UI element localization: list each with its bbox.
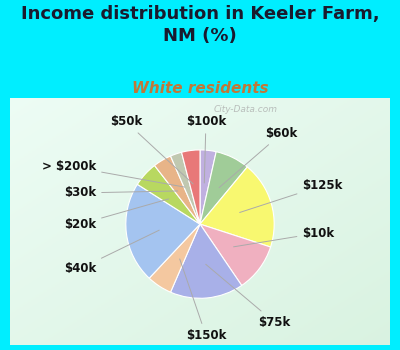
Text: White residents: White residents (132, 81, 268, 96)
Wedge shape (200, 224, 270, 286)
Text: City-Data.com: City-Data.com (213, 105, 277, 114)
Wedge shape (200, 167, 274, 247)
Wedge shape (170, 152, 200, 224)
Text: $125k: $125k (240, 179, 343, 212)
Wedge shape (154, 156, 200, 224)
Text: $75k: $75k (206, 264, 290, 329)
Text: $20k: $20k (64, 199, 169, 231)
Text: $100k: $100k (186, 115, 226, 183)
Bar (390, 98, 400, 350)
Wedge shape (182, 150, 200, 224)
Wedge shape (137, 166, 200, 224)
Bar (0, 98, 10, 350)
Text: $60k: $60k (219, 127, 298, 188)
Text: Income distribution in Keeler Farm,
NM (%): Income distribution in Keeler Farm, NM (… (21, 5, 379, 46)
Text: $10k: $10k (234, 226, 334, 247)
Wedge shape (170, 224, 242, 298)
Text: $50k: $50k (110, 115, 193, 184)
Wedge shape (149, 224, 200, 292)
Text: $30k: $30k (64, 187, 178, 199)
Text: $40k: $40k (64, 230, 159, 275)
Wedge shape (126, 184, 200, 278)
Text: > $200k: > $200k (42, 160, 185, 187)
Bar (0, 345, 400, 350)
Text: $150k: $150k (180, 259, 226, 342)
Wedge shape (200, 150, 216, 224)
Wedge shape (200, 152, 247, 224)
